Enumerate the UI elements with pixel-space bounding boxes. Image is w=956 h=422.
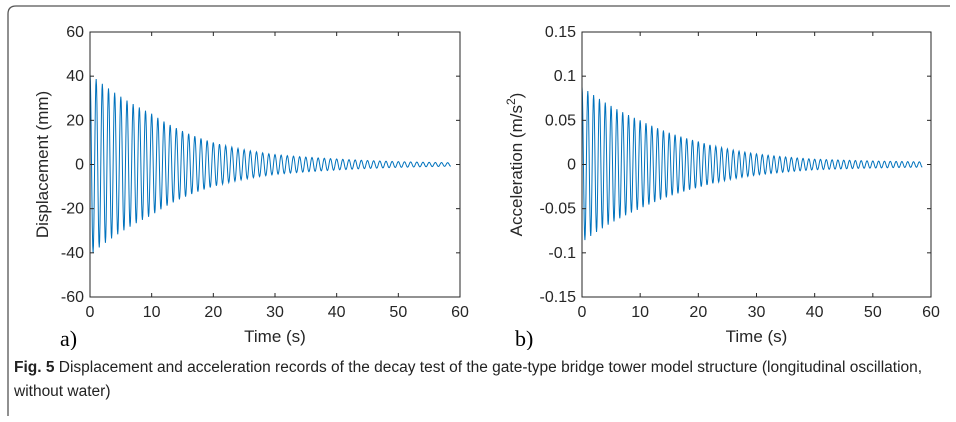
x-tick-label: 40 (806, 304, 824, 321)
y-axis-title-main: Displacement (mm) (33, 91, 52, 238)
y-axis-title: Acceleration (m/s2) (504, 93, 526, 237)
x-tick-label: 30 (266, 304, 284, 321)
y-tick-label: -40 (61, 245, 84, 262)
x-tick-label: 50 (864, 304, 882, 321)
y-axis-title-superscript: 2 (504, 98, 518, 105)
y-axis-title-main: Acceleration (m/s (507, 105, 526, 236)
y-tick-label: 0 (567, 157, 576, 174)
y-tick-label: 0.05 (545, 112, 576, 129)
panel-label: b) (515, 326, 533, 350)
y-tick-label: 20 (66, 112, 84, 129)
x-tick-label: 10 (631, 304, 649, 321)
x-tick-label: 20 (689, 304, 707, 321)
panel-label: a) (60, 326, 77, 350)
y-axis-title-end: ) (507, 93, 526, 99)
y-tick-label: 0.15 (545, 24, 576, 41)
x-tick-label: 20 (204, 304, 222, 321)
y-tick-label: -20 (61, 201, 84, 218)
caption-fig-label: Fig. 5 (14, 359, 55, 376)
x-tick-label: 0 (578, 304, 587, 321)
plot-box (581, 31, 932, 298)
y-tick-label: 0 (75, 157, 84, 174)
x-axis-title: Time (s) (726, 327, 788, 346)
y-tick-label: -0.1 (548, 245, 576, 262)
y-axis-title: Displacement (mm) (33, 91, 52, 238)
y-tick-label: 60 (66, 24, 84, 41)
x-tick-label: 50 (389, 304, 407, 321)
series-line-displacement (89, 73, 451, 253)
x-tick-label: 60 (451, 304, 469, 321)
frame-border (7, 5, 950, 416)
x-tick-label: 60 (922, 304, 940, 321)
y-tick-label: 0.1 (554, 68, 576, 85)
caption-text: Displacement and acceleration records of… (14, 359, 923, 400)
x-tick-label: 40 (328, 304, 346, 321)
x-tick-label: 30 (748, 304, 766, 321)
y-tick-label: -0.15 (540, 289, 577, 306)
series-line-acceleration (581, 86, 923, 241)
figure-caption: Fig. 5 Displacement and acceleration rec… (14, 356, 944, 404)
x-tick-label: 0 (86, 304, 95, 321)
x-tick-label: 10 (143, 304, 161, 321)
y-tick-label: 40 (66, 68, 84, 85)
plot-box (89, 31, 461, 298)
x-axis-title: Time (s) (244, 327, 306, 346)
y-tick-label: -0.05 (540, 201, 577, 218)
y-tick-label: -60 (61, 289, 84, 306)
